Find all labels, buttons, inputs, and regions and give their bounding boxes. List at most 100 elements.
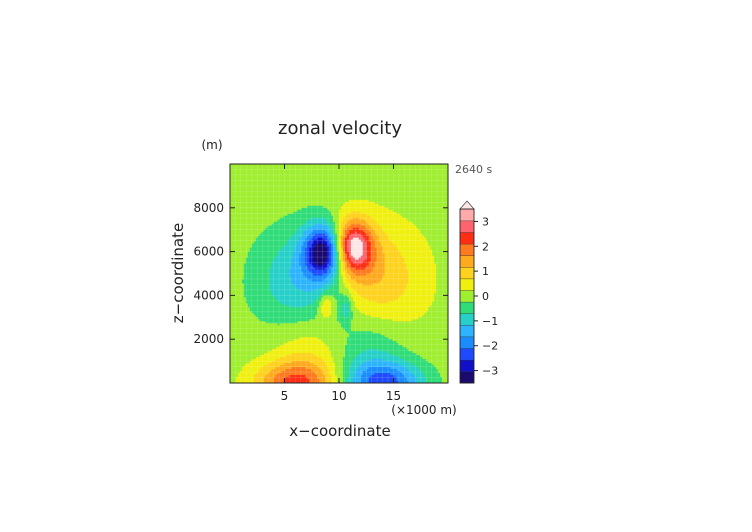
field-cell [356,193,360,197]
field-cell [344,164,348,167]
field-cell [424,203,427,207]
field-cell [406,167,409,171]
field-cell [331,167,334,171]
field-cell [233,177,237,181]
field-cell [364,175,368,179]
field-cell [271,213,274,217]
field-cell [418,183,421,187]
field-cell [333,189,336,193]
field-cell [376,171,380,175]
field-cell [259,175,263,179]
field-cell [247,185,251,189]
field-cell [408,171,411,175]
field-cell [440,177,443,181]
field-cell [297,193,300,197]
field-cell [352,197,356,201]
field-cell [376,181,380,185]
field-cell [251,187,255,191]
field-cell [382,189,385,193]
field-cell [303,185,306,189]
field-cell [348,189,352,193]
field-cell [313,165,316,169]
field-cell [390,209,393,213]
field-cell [265,175,269,179]
field-cell [323,201,326,205]
field-cell [263,187,267,191]
field-cell [368,169,372,173]
field-cell [245,193,249,197]
field-cell [321,205,324,209]
field-cell [293,211,296,215]
field-cell [235,209,239,213]
field-cell [327,195,330,199]
field-cell [380,181,383,185]
field-cell [390,193,393,197]
field-cell [233,175,237,179]
field-cell [249,201,253,205]
field-cell [329,187,332,191]
field-cell [400,209,403,213]
field-cell [380,205,383,209]
field-cell [325,201,328,205]
field-cell [239,189,243,193]
field-cell [303,173,306,177]
field-cell [239,164,243,167]
field-cell [277,165,280,169]
field-cell [404,215,407,219]
field-cell [412,193,415,197]
field-cell [380,199,383,203]
field-cell [362,199,366,203]
field-cell [255,169,259,173]
field-cell [404,183,407,187]
field-cell [295,199,298,203]
field-cell [430,167,433,171]
field-cell [247,217,251,221]
field-cell [350,209,354,213]
field-cell [230,169,233,173]
field-cell [348,193,352,197]
field-cell [337,179,340,183]
field-cell [333,197,336,201]
field-cell [346,193,350,197]
field-cell [230,187,233,191]
field-cell [368,213,372,217]
field-cell [333,213,336,217]
field-cell [319,173,322,177]
field-cell [259,201,263,205]
field-cell [315,185,318,189]
field-cell [269,164,273,167]
field-cell [333,187,336,191]
field-cell [317,187,320,191]
field-cell [329,215,332,219]
field-cell [315,179,318,183]
field-cell [376,191,380,195]
field-cell [344,189,348,193]
field-cell [340,215,344,219]
field-cell [340,183,344,187]
field-cell [390,201,393,205]
field-cell [438,175,441,179]
field-cell [237,165,241,169]
field-cell [243,173,247,177]
field-cell [348,187,352,191]
field-cell [426,167,429,171]
field-cell [438,164,441,167]
field-cell [358,181,362,185]
field-cell [408,209,411,213]
field-cell [430,211,433,215]
field-cell [416,213,419,217]
field-cell [303,207,306,211]
field-cell [327,187,330,191]
field-cell [335,165,338,169]
field-cell [372,191,376,195]
field-cell [406,185,409,189]
field-cell [251,164,255,167]
field-cell [424,177,427,181]
field-cell [446,207,448,211]
field-cell [380,187,383,191]
field-cell [305,205,308,209]
field-cell [309,215,312,219]
field-cell [442,164,445,167]
field-cell [350,197,354,201]
field-cell [305,179,308,183]
